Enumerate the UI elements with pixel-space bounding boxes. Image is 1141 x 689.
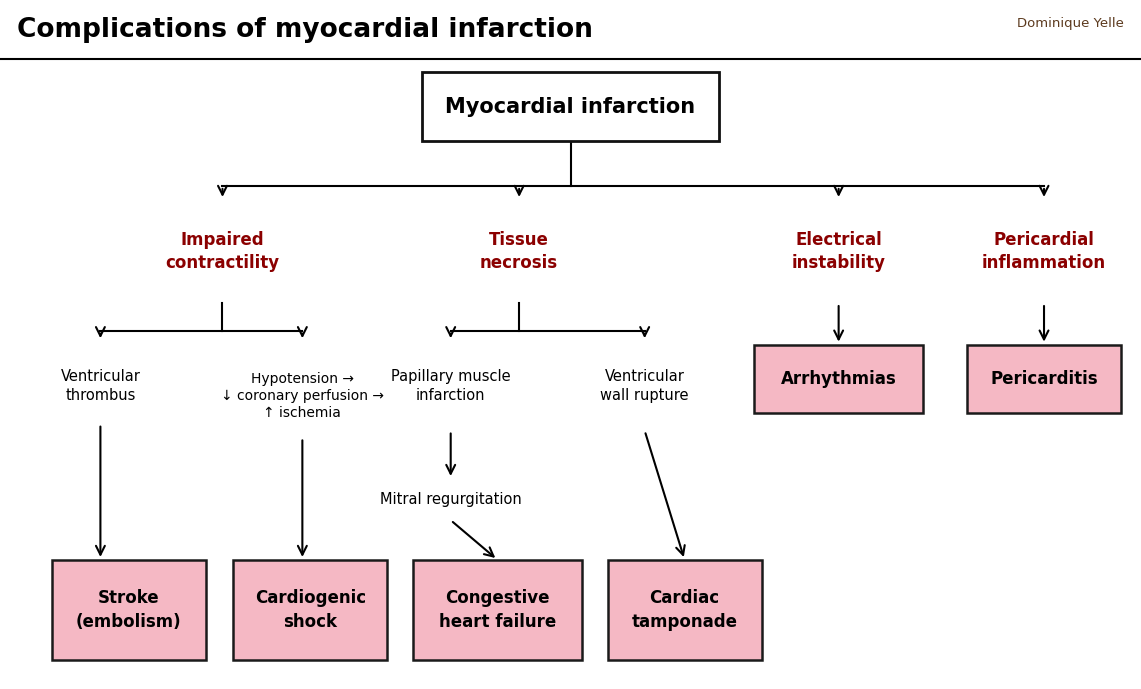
Text: Papillary muscle
infarction: Papillary muscle infarction (391, 369, 510, 403)
FancyBboxPatch shape (52, 559, 207, 660)
Text: Impaired
contractility: Impaired contractility (165, 231, 280, 272)
Text: Myocardial infarction: Myocardial infarction (445, 96, 696, 117)
Text: Pericarditis: Pericarditis (990, 370, 1098, 388)
Text: Arrhythmias: Arrhythmias (780, 370, 897, 388)
FancyBboxPatch shape (754, 344, 923, 413)
Text: Stroke
(embolism): Stroke (embolism) (76, 589, 181, 630)
FancyBboxPatch shape (234, 559, 388, 660)
Text: Cardiogenic
shock: Cardiogenic shock (254, 589, 366, 630)
Text: Ventricular
thrombus: Ventricular thrombus (60, 369, 140, 403)
Text: Hypotension →
↓ coronary perfusion →
↑ ischemia: Hypotension → ↓ coronary perfusion → ↑ i… (221, 372, 383, 420)
FancyBboxPatch shape (968, 344, 1120, 413)
Text: Dominique Yelle: Dominique Yelle (1017, 17, 1124, 30)
Text: Complications of myocardial infarction: Complications of myocardial infarction (17, 17, 593, 43)
FancyBboxPatch shape (607, 559, 762, 660)
Text: Congestive
heart failure: Congestive heart failure (439, 589, 556, 630)
Text: Tissue
necrosis: Tissue necrosis (480, 231, 558, 272)
FancyBboxPatch shape (413, 559, 582, 660)
Text: Mitral regurgitation: Mitral regurgitation (380, 492, 521, 507)
Text: Pericardial
inflammation: Pericardial inflammation (982, 231, 1106, 272)
Text: Electrical
instability: Electrical instability (792, 231, 885, 272)
Text: Ventricular
wall rupture: Ventricular wall rupture (600, 369, 689, 403)
Text: Cardiac
tamponade: Cardiac tamponade (632, 589, 737, 630)
FancyBboxPatch shape (422, 72, 719, 141)
